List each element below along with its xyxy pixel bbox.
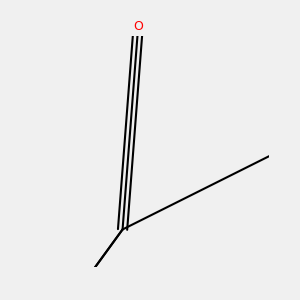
Text: O: O (133, 20, 143, 33)
